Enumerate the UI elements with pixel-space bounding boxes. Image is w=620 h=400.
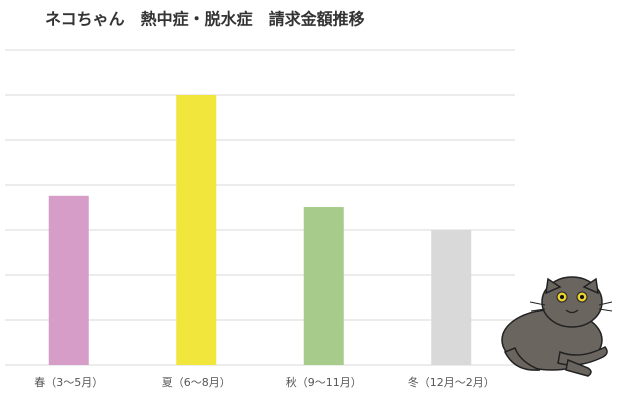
bar (48, 195, 89, 365)
plot-area: 春（3〜5月） 夏（6〜8月） 秋（9〜11月） 冬（12月〜2月） (5, 49, 515, 389)
bar (176, 95, 217, 365)
bar (303, 207, 344, 365)
bar (431, 230, 472, 365)
x-tick-label: 秋（9〜11月） (286, 375, 362, 389)
x-tick-label: 夏（6〜8月） (162, 376, 231, 389)
x-tick-label: 冬（12月〜2月） (408, 375, 495, 389)
x-tick-label: 春（3〜5月） (34, 376, 103, 389)
chart-title: ネコちゃん 熱中症・脱水症 請求金額推移 (45, 10, 365, 29)
cat-illustration (501, 276, 613, 377)
